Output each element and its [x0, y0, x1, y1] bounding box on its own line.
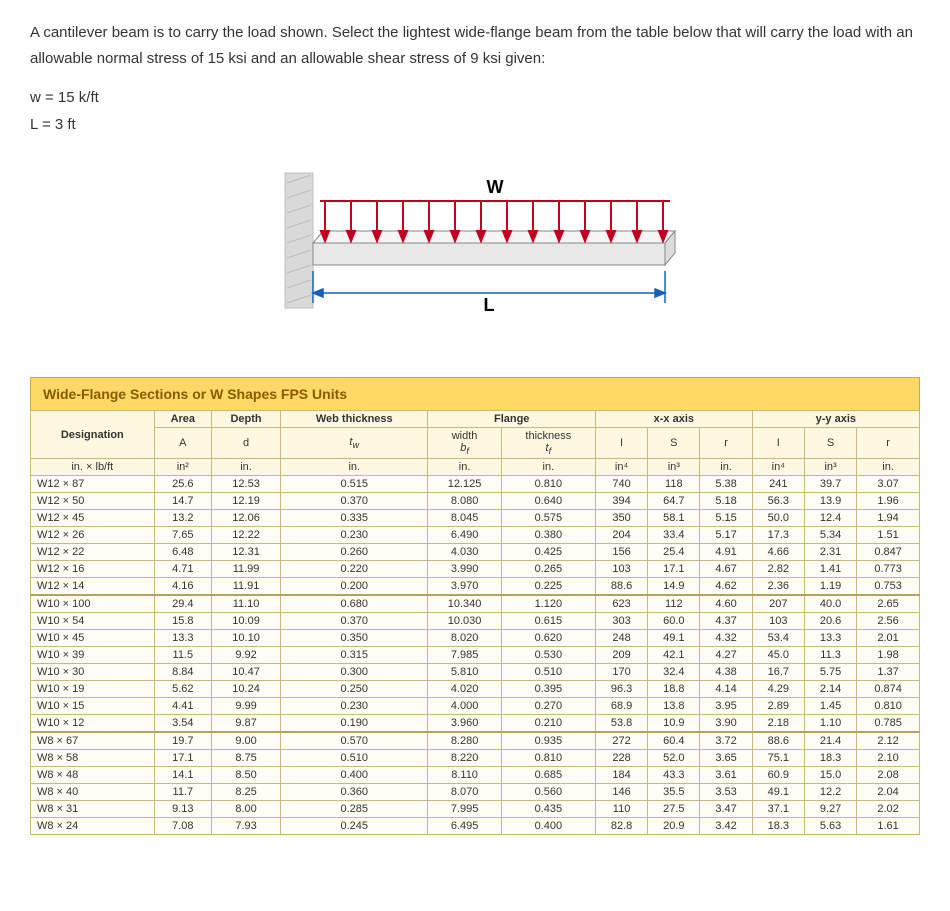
table-row: W8 × 4814.18.500.4008.1100.68518443.33.6… — [31, 767, 920, 784]
param-L: L = 3 ft — [30, 116, 920, 133]
table-row: W12 × 4513.212.060.3358.0450.57535058.15… — [31, 510, 920, 527]
table-row: W12 × 226.4812.310.2604.0300.42515625.44… — [31, 544, 920, 561]
table-row: W12 × 164.7111.990.2203.9900.26510317.14… — [31, 561, 920, 578]
wide-flange-table: Designation Area Depth Web thickness Fla… — [30, 410, 920, 835]
problem-statement: A cantilever beam is to carry the load s… — [30, 20, 920, 71]
table-row: W10 × 5415.810.090.37010.0300.61530360.0… — [31, 613, 920, 630]
table-row: W10 × 123.549.870.1903.9600.21053.810.93… — [31, 715, 920, 733]
table-row: W10 × 3911.59.920.3157.9850.53020942.14.… — [31, 647, 920, 664]
table-row: W8 × 247.087.930.2456.4950.40082.820.93.… — [31, 818, 920, 835]
table-row: W12 × 144.1611.910.2003.9700.22588.614.9… — [31, 578, 920, 596]
table-row: W10 × 10029.411.100.68010.3401.120623112… — [31, 595, 920, 613]
table-row: W12 × 5014.712.190.3708.0800.64039464.75… — [31, 493, 920, 510]
table-row: W12 × 8725.612.530.51512.1250.8107401185… — [31, 476, 920, 493]
table-row: W10 × 4513.310.100.3508.0200.62024849.14… — [31, 630, 920, 647]
table-title: Wide-Flange Sections or W Shapes FPS Uni… — [30, 377, 920, 410]
table-row: W12 × 267.6512.220.2306.4900.38020433.45… — [31, 527, 920, 544]
diagram-w-label: W — [487, 177, 504, 197]
table-row: W10 × 154.419.990.2304.0000.27068.913.83… — [31, 698, 920, 715]
table-row: W8 × 319.138.000.2857.9950.43511027.53.4… — [31, 801, 920, 818]
table-row: W8 × 5817.18.750.5108.2200.81022852.03.6… — [31, 750, 920, 767]
table-row: W10 × 308.8410.470.3005.8100.51017032.44… — [31, 664, 920, 681]
table-row: W8 × 4011.78.250.3608.0700.56014635.53.5… — [31, 784, 920, 801]
table-row: W8 × 6719.79.000.5708.2800.93527260.43.7… — [31, 732, 920, 750]
diagram-l-label: L — [484, 295, 495, 315]
param-w: w = 15 k/ft — [30, 89, 920, 106]
table-row: W10 × 195.6210.240.2504.0200.39596.318.8… — [31, 681, 920, 698]
beam-diagram: W L — [225, 153, 725, 343]
